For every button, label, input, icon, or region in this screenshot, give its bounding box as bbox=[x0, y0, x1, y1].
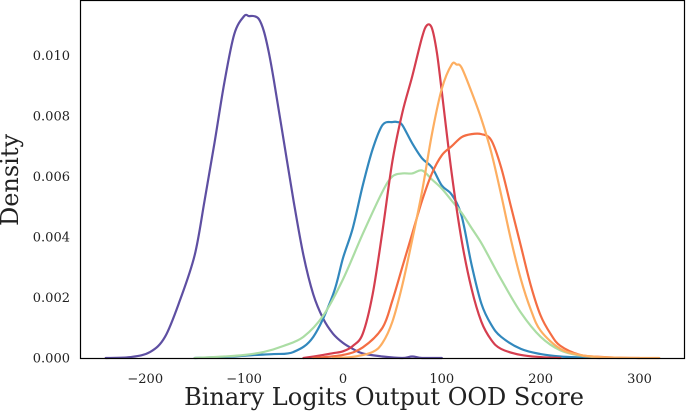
y-tick-label: 0.004 bbox=[33, 230, 70, 245]
y-tick-labels: 0.000 0.002 0.004 0.006 0.008 0.010 bbox=[33, 49, 70, 367]
x-tick-labels: −200 −100 0 100 200 300 bbox=[127, 372, 652, 387]
density-curve-5 bbox=[312, 132, 641, 360]
density-curve-2 bbox=[193, 120, 602, 360]
series-layer bbox=[104, 13, 661, 360]
x-axis-label: Binary Logits Output OOD Score bbox=[184, 383, 584, 411]
x-tick-label: 0 bbox=[339, 372, 347, 387]
y-tick-label: 0.006 bbox=[33, 170, 70, 185]
density-curve-6 bbox=[331, 61, 661, 360]
y-axis-label: Density bbox=[0, 134, 24, 227]
y-tick-label: 0.010 bbox=[33, 49, 70, 64]
y-tick-label: 0.000 bbox=[33, 352, 70, 367]
plot-frame bbox=[79, 0, 686, 360]
x-tick-label: −200 bbox=[127, 372, 163, 387]
density-curve-4 bbox=[302, 23, 562, 360]
density-curve-3 bbox=[193, 169, 621, 360]
y-tick-label: 0.002 bbox=[33, 291, 70, 306]
density-curve-1 bbox=[104, 13, 443, 360]
x-tick-label: 100 bbox=[429, 372, 454, 387]
y-tick-label: 0.008 bbox=[33, 109, 70, 124]
x-tick-label: −100 bbox=[226, 372, 262, 387]
x-tick-label: 300 bbox=[627, 372, 652, 387]
x-tick-label: 200 bbox=[528, 372, 553, 387]
